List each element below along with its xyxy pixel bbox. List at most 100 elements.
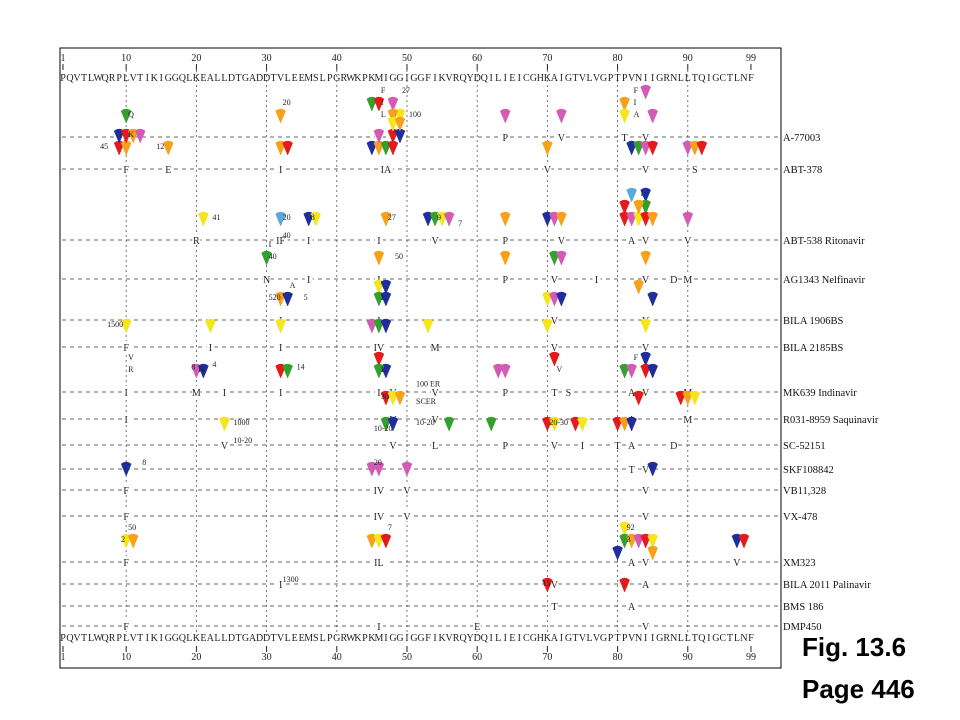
residue-letter: I — [307, 236, 310, 247]
sequence-letter: D — [256, 73, 263, 84]
sequence-letter: S — [313, 73, 319, 84]
sequence-letter: G — [712, 73, 719, 84]
annotation-label: 20 — [283, 213, 291, 222]
sequence-letter: D — [474, 633, 481, 644]
mutation-marker-blue — [387, 416, 399, 432]
annotation-label: 40 — [283, 231, 291, 240]
sequence-letter: N — [670, 73, 677, 84]
annotation-label: I — [269, 240, 272, 249]
residue-bg — [371, 484, 386, 495]
sequence-letter: G — [333, 633, 340, 644]
residue-letter: V — [642, 622, 650, 633]
sequence-letter: Q — [460, 73, 468, 84]
residue-letter: I — [595, 275, 598, 286]
mutation-marker-yellow — [640, 318, 651, 334]
residue-letter: IF — [276, 236, 285, 247]
mutation-marker-yellow — [198, 211, 209, 227]
sequence-letter: P — [362, 633, 368, 644]
sequence-letter: T — [235, 633, 241, 644]
sequence-letter: Q — [66, 633, 74, 644]
sequence-letter: I — [146, 633, 149, 644]
sequence-letter: L — [123, 73, 129, 84]
mutation-marker-orange — [120, 140, 132, 156]
residue-bg — [669, 273, 678, 284]
residue-letter: IL — [374, 558, 383, 569]
residue-bg — [276, 386, 285, 397]
residue-letter: V — [733, 558, 741, 569]
residue-letter: A — [628, 388, 636, 399]
sequence-letter: T — [727, 633, 733, 644]
sequence-letter: R — [453, 633, 460, 644]
sequence-letter: A — [207, 73, 215, 84]
residue-bg — [578, 439, 587, 450]
mutation-marker-yellow — [275, 318, 286, 334]
sequence-letter: V — [73, 633, 81, 644]
ruler-number: 50 — [402, 652, 412, 663]
sequence-letter: I — [433, 633, 436, 644]
sequence-letter: Q — [179, 73, 187, 84]
annotation-label: 20 — [374, 458, 382, 467]
sequence-letter: V — [593, 73, 601, 84]
residue-bg — [431, 234, 440, 245]
residue-bg — [557, 131, 566, 142]
annotation-label: 1000 — [233, 418, 249, 427]
residue-letter: P — [502, 133, 508, 144]
sequence-letter: V — [445, 633, 453, 644]
drug-label: VB11,328 — [783, 486, 826, 497]
mutation-marker-magenta — [373, 461, 385, 477]
residue-letter: S — [692, 165, 698, 176]
residue-letter: M — [683, 415, 692, 426]
residue-bg — [378, 163, 393, 174]
mutation-marker-orange — [387, 108, 399, 124]
sequence-letter: I — [651, 73, 654, 84]
sequence-letter: T — [692, 73, 698, 84]
residue-letter: L — [432, 441, 438, 452]
sequence-letter: P — [60, 73, 66, 84]
sequence-letter: E — [509, 633, 515, 644]
sequence-letter: V — [130, 633, 138, 644]
sequence-letter: E — [200, 633, 206, 644]
sequence-letter: W — [93, 633, 103, 644]
residue-letter: I — [307, 275, 310, 286]
mutation-marker-blue — [394, 128, 406, 144]
sequence-letter: M — [304, 73, 313, 84]
mutation-marker-blue — [647, 461, 658, 477]
sequence-letter: Q — [481, 73, 489, 84]
mutation-marker-green — [485, 416, 497, 432]
annotation-label: 9 — [437, 213, 441, 222]
mutation-marker-yellow — [422, 318, 434, 334]
sequence-letter: G — [565, 73, 572, 84]
residue-bg — [641, 273, 650, 284]
residue-letter: V — [558, 133, 566, 144]
sequence-letter: I — [384, 73, 387, 84]
residue-letter: V — [642, 465, 650, 476]
sequence-letter: P — [116, 73, 122, 84]
residue-bg — [683, 413, 692, 424]
mutation-marker-blue — [612, 545, 623, 561]
sequence-letter: N — [635, 633, 642, 644]
sequence-letter: A — [551, 73, 559, 84]
sequence-letter: T — [692, 633, 698, 644]
annotation-label: F — [634, 353, 639, 362]
residue-bg — [402, 484, 411, 495]
annotation-label: 92 — [627, 523, 635, 532]
sequence-letter: L — [495, 73, 501, 84]
ruler-number: 10 — [121, 652, 131, 663]
mutation-marker-orange — [394, 390, 406, 406]
annotation-label: 10-20 — [374, 424, 393, 433]
residue-bg — [641, 620, 650, 631]
mutation-marker-blue — [380, 318, 392, 334]
mutation-marker-orange — [640, 250, 651, 266]
residue-bg — [122, 163, 131, 174]
sequence-letter: R — [340, 633, 347, 644]
sequence-letter: I — [384, 633, 387, 644]
mutation-marker-red — [387, 140, 399, 156]
annotation-label: 10-20 — [416, 418, 435, 427]
annotation-label: 27 — [388, 213, 396, 222]
residue-bg — [431, 439, 440, 450]
sequence-letter: G — [410, 633, 417, 644]
mutation-marker-green — [373, 363, 385, 379]
drug-label: ABT-538 Ritonavir — [783, 236, 865, 247]
mutation-marker-red — [549, 351, 560, 367]
residue-letter: S — [566, 388, 572, 399]
